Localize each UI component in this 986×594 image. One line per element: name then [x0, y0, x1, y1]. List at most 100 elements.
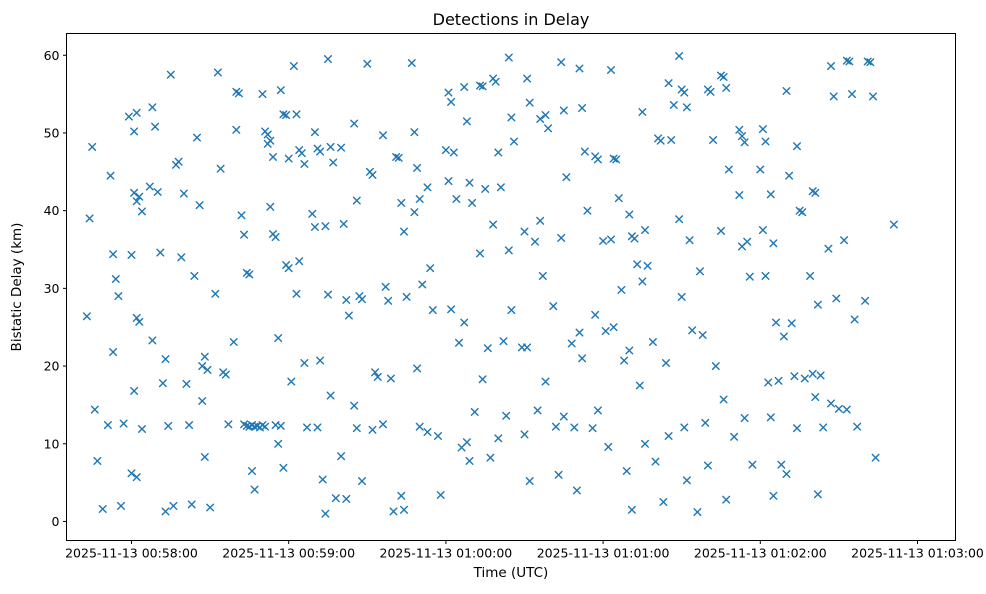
scatter-point	[559, 412, 568, 421]
scatter-point	[662, 359, 670, 367]
scatter-point	[379, 420, 387, 429]
scatter-point	[117, 501, 125, 510]
scatter-point	[599, 237, 608, 245]
scatter-point	[274, 334, 283, 343]
scatter-point	[583, 206, 592, 215]
scatter-point	[481, 184, 490, 193]
scatter-point	[240, 230, 249, 239]
scatter-point	[119, 419, 128, 428]
scatter-point	[358, 295, 366, 304]
scatter-point	[402, 292, 411, 301]
scatter-point	[575, 64, 584, 73]
scatter-point	[413, 364, 422, 373]
scatter-point	[384, 296, 393, 305]
scatter-point	[625, 210, 634, 219]
scatter-point	[373, 372, 382, 381]
scatter-point	[350, 119, 359, 128]
scatter-point	[748, 460, 757, 469]
scatter-point	[711, 362, 720, 371]
scatter-point	[557, 233, 566, 242]
scatter-point	[536, 115, 545, 123]
scatter-point	[664, 79, 673, 88]
scatter-point	[284, 154, 293, 163]
scatter-point	[866, 58, 875, 67]
scatter-point	[310, 128, 319, 137]
scatter-point	[310, 223, 319, 231]
scatter-point	[808, 369, 817, 378]
x-tick-label: 2025-11-13 01:03:00	[851, 546, 984, 561]
scatter-point	[740, 414, 749, 423]
scatter-point	[769, 239, 778, 248]
scatter-point	[397, 198, 406, 207]
scatter-point	[148, 336, 157, 345]
scatter-point	[667, 136, 676, 144]
scatter-point	[766, 190, 775, 199]
scatter-point	[318, 475, 327, 484]
scatter-point	[114, 292, 123, 301]
scatter-point	[221, 370, 230, 379]
scatter-point	[297, 149, 306, 158]
x-tick-label: 2025-11-13 01:02:00	[694, 546, 827, 561]
scatter-point	[607, 66, 615, 74]
scatter-point	[350, 401, 359, 410]
y-tick-label: 10	[44, 436, 60, 451]
scatter-point	[428, 306, 437, 315]
scatter-point	[145, 182, 154, 191]
scatter-point	[379, 131, 387, 140]
scatter-point	[496, 183, 505, 192]
scatter-point	[292, 289, 301, 298]
scatter-point	[641, 226, 649, 235]
scatter-point	[158, 379, 167, 388]
scatter-point	[764, 378, 773, 387]
scatter-point	[316, 356, 325, 365]
scatter-point	[352, 424, 361, 433]
scatter-point	[738, 242, 746, 251]
scatter-point	[245, 270, 254, 279]
scatter-point	[785, 171, 794, 180]
scatter-point	[641, 439, 649, 448]
scatter-point	[274, 439, 283, 448]
scatter-point	[234, 89, 243, 98]
scatter-point	[790, 372, 799, 381]
scatter-point	[98, 505, 107, 513]
scatter-point	[462, 438, 471, 447]
scatter-point	[195, 201, 204, 210]
chart-title: Detections in Delay	[433, 10, 590, 29]
scatter-point	[423, 183, 432, 192]
scatter-point	[824, 244, 833, 253]
scatter-point	[709, 136, 718, 144]
scatter-point	[135, 317, 144, 326]
scatter-point	[693, 508, 702, 517]
scatter-point	[166, 70, 175, 79]
scatter-point	[761, 271, 770, 280]
scatter-point	[701, 418, 710, 427]
scatter-point	[111, 275, 120, 283]
scatter-point	[638, 277, 647, 286]
scatter-point	[190, 271, 199, 280]
scatter-point	[722, 495, 731, 504]
scatter-point	[418, 280, 427, 289]
scatter-point	[612, 155, 621, 164]
scatter-point	[465, 456, 474, 465]
scatter-point	[688, 326, 697, 335]
scatter-point	[103, 421, 112, 430]
scatter-point	[88, 142, 97, 151]
scatter-point	[536, 216, 545, 225]
scatter-point	[326, 142, 335, 151]
scatter-point	[211, 289, 220, 298]
scatter-point	[237, 211, 246, 220]
scatter-point	[124, 112, 133, 121]
scatter-point	[392, 153, 401, 161]
scatter-point	[198, 362, 207, 371]
scatter-point	[617, 285, 626, 294]
scatter-point	[834, 404, 843, 413]
scatter-point	[494, 434, 503, 443]
scatter-point	[869, 92, 877, 101]
scatter-point	[363, 59, 372, 68]
scatter-point	[316, 147, 325, 156]
scatter-point	[410, 208, 419, 217]
scatter-point	[232, 125, 241, 134]
scatter-point	[161, 507, 170, 516]
y-tick-label: 60	[44, 48, 60, 63]
scatter-point	[426, 264, 435, 273]
